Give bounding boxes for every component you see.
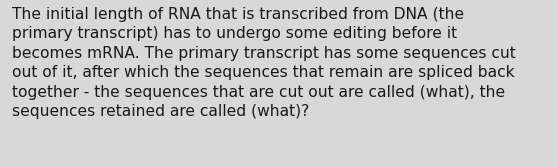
Text: The initial length of RNA that is transcribed from DNA (the
primary transcript) : The initial length of RNA that is transc…: [12, 7, 516, 119]
